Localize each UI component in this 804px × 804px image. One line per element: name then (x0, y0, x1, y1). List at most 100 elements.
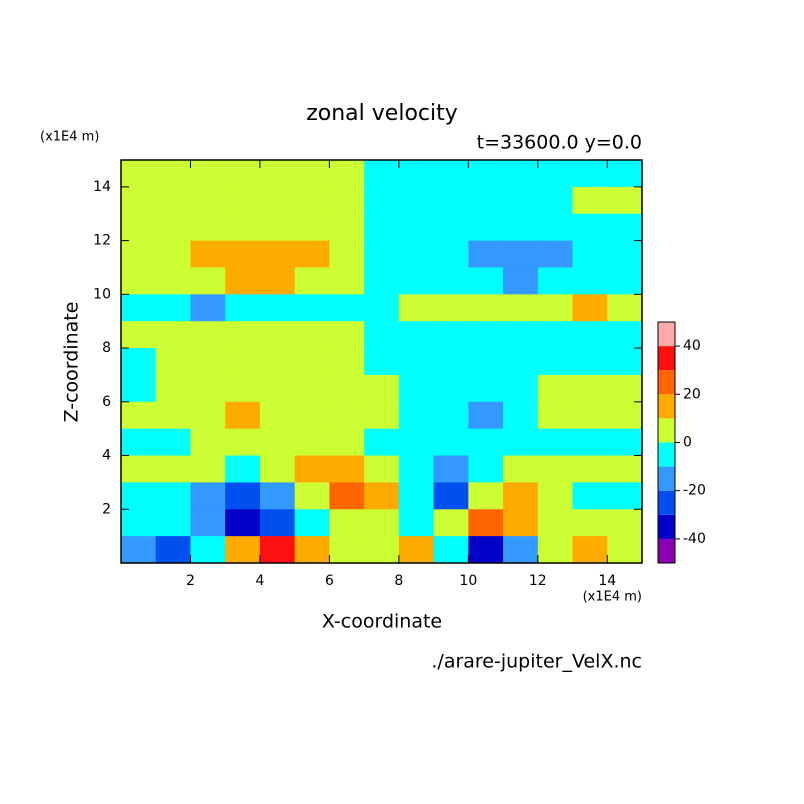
contour-cell (329, 294, 365, 322)
contour-cell (329, 348, 365, 376)
y-tick-label: 12 (93, 233, 111, 249)
contour-cell (607, 455, 643, 483)
contour-cell (398, 240, 435, 268)
contour-cell (259, 348, 296, 376)
contour-cell (225, 321, 261, 349)
contour-cell (190, 213, 226, 242)
colorbar-tick-label: 40 (683, 338, 701, 354)
contour-cell (225, 267, 261, 295)
x-axis-label: X-coordinate (322, 611, 442, 633)
contour-cell (294, 428, 330, 457)
contour-cell (329, 401, 365, 430)
contour-cell (398, 482, 435, 510)
contour-cell (607, 321, 643, 349)
contour-cell (433, 267, 469, 295)
contour-cell (364, 160, 400, 188)
contour-cell (259, 267, 296, 295)
contour-cell (572, 536, 608, 564)
contour-cell (329, 509, 365, 537)
contour-cell (572, 294, 608, 322)
colorbar-tick-label: 20 (683, 386, 701, 402)
contour-cell (294, 186, 330, 215)
x-tick-label: 8 (394, 573, 403, 589)
chart-subtitle: t=33600.0 y=0.0 (477, 132, 642, 154)
contour-cell (503, 186, 539, 215)
y-tick-label: 6 (102, 394, 111, 410)
contour-cell (225, 482, 261, 510)
contour-cell (190, 482, 226, 510)
contour-cell (503, 401, 539, 430)
contour-cell (537, 374, 574, 403)
contour-cell (121, 482, 157, 510)
contour-cell (537, 240, 574, 268)
contour-cell (225, 509, 261, 537)
contour-cell (503, 482, 539, 510)
contour-cell (503, 374, 539, 403)
contour-cell (503, 428, 539, 457)
contour-cell (155, 321, 191, 349)
contour-cell (607, 160, 643, 188)
contour-cell (503, 213, 539, 242)
contour-cell (433, 428, 469, 457)
contour-cell (155, 428, 191, 457)
contour-cell (503, 321, 539, 349)
contour-cell (398, 348, 435, 376)
contour-cell (607, 401, 643, 430)
contour-cell (225, 294, 261, 322)
contour-cell (433, 186, 469, 215)
contour-cell (155, 348, 191, 376)
contour-cell (225, 348, 261, 376)
contour-cell (468, 536, 504, 564)
contour-cell (572, 186, 608, 215)
contour-cell (155, 294, 191, 322)
colorbar-tick-label: 0 (683, 435, 692, 451)
colorbar-tick-label: -20 (683, 483, 706, 499)
contour-cell (433, 401, 469, 430)
contour-cell (503, 348, 539, 376)
contour-cell (572, 455, 608, 483)
contour-cell (225, 374, 261, 403)
contour-cell (259, 428, 296, 457)
contour-cell (329, 213, 365, 242)
contour-cell (259, 455, 296, 483)
contour-cell (572, 267, 608, 295)
contour-cell (468, 213, 504, 242)
x-unit: (x1E4 m) (583, 590, 642, 605)
contour-cell (398, 374, 435, 403)
contour-cell (607, 240, 643, 268)
contour-cell (572, 428, 608, 457)
contour-cell (572, 213, 608, 242)
x-tick-label: 4 (255, 573, 264, 589)
contour-cell (190, 428, 226, 457)
contour-cell (503, 509, 539, 537)
source-label: ./arare-jupiter_VelX.nc (431, 651, 642, 673)
contour-cell (294, 374, 330, 403)
contour-cell (364, 294, 400, 322)
contour-cell (190, 240, 226, 268)
y-tick-label: 14 (93, 179, 111, 195)
contour-cell (364, 321, 400, 349)
contour-cell (225, 160, 261, 188)
contour-cell (468, 321, 504, 349)
contour-cell (607, 536, 643, 564)
contour-cell (398, 267, 435, 295)
contour-cell (190, 374, 226, 403)
contour-cell (364, 374, 400, 403)
colorbar-band (658, 322, 675, 347)
contour-cell (155, 213, 191, 242)
contour-cell (121, 455, 157, 483)
contour-cell (364, 455, 400, 483)
contour-cell (329, 186, 365, 215)
contour-cell (364, 401, 400, 430)
y-axis-label: Z-coordinate (61, 302, 83, 423)
contour-cell (433, 213, 469, 242)
contour-cell (433, 348, 469, 376)
contour-cell (190, 401, 226, 430)
contour-cell (398, 186, 435, 215)
contour-cell (607, 374, 643, 403)
contour-cell (121, 401, 157, 430)
contour-cell (190, 160, 226, 188)
contour-cell (468, 267, 504, 295)
contour-cell (398, 428, 435, 457)
